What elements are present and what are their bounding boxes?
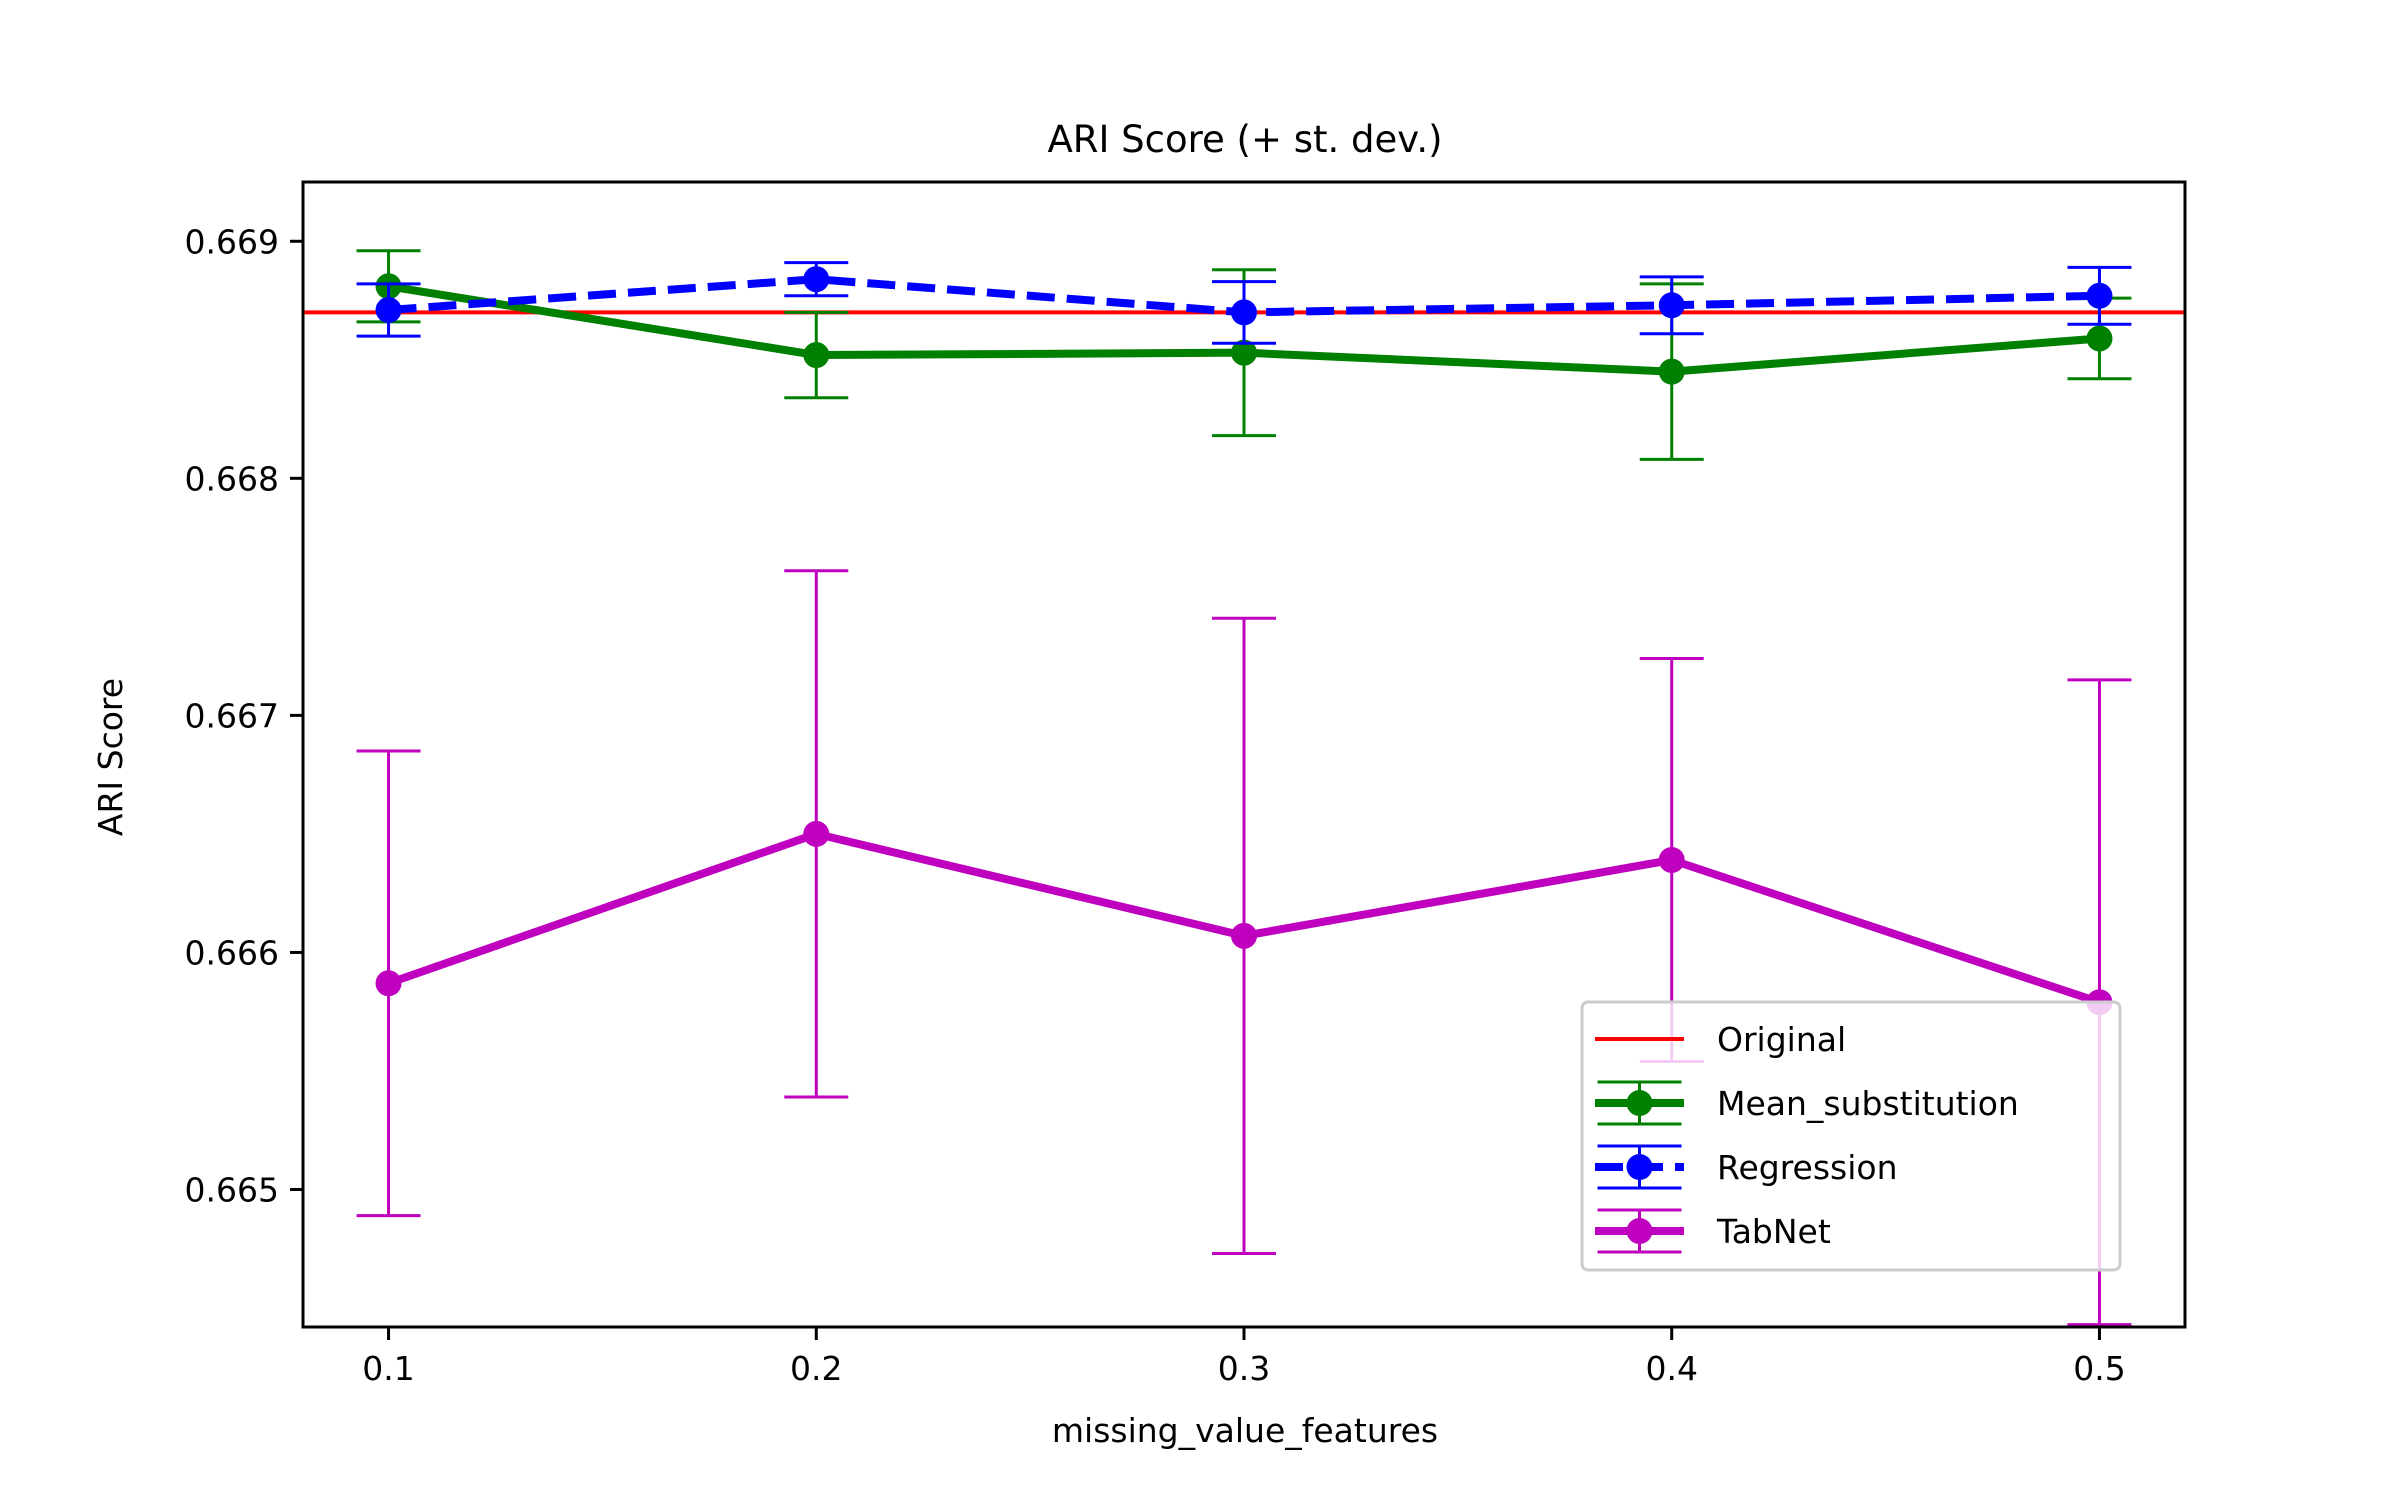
legend-marker-mean-substitution xyxy=(1626,1090,1653,1116)
regression-point xyxy=(2086,282,2113,309)
regression-series xyxy=(356,261,2132,345)
legend-box xyxy=(1580,1000,2122,1272)
tabnet-point xyxy=(1231,922,1257,949)
y-tick-label: 0.668 xyxy=(185,459,279,498)
tabnet-point xyxy=(375,970,402,997)
y-tick-label: 0.667 xyxy=(185,696,279,735)
mean-substitution-series xyxy=(356,249,2132,461)
legend-label-regression: Regression xyxy=(1717,1148,1898,1187)
legend-marker-tabnet xyxy=(1626,1218,1653,1244)
legend-label-tabnet: TabNet xyxy=(1716,1212,1831,1251)
x-axis-label: missing_value_features xyxy=(1052,1411,1438,1450)
mean-substitution-point xyxy=(1231,339,1257,366)
x-tick-label: 0.5 xyxy=(2073,1349,2125,1388)
mean-substitution-point xyxy=(2086,325,2113,352)
regression-point xyxy=(803,266,830,293)
regression-point xyxy=(375,297,402,324)
chart-title: ARI Score (+ st. dev.) xyxy=(1047,118,1442,161)
tabnet-point xyxy=(1658,846,1685,873)
y-tick-label: 0.669 xyxy=(185,222,279,261)
regression-point xyxy=(1231,299,1257,326)
y-tick-label: 0.665 xyxy=(185,1171,279,1210)
legend-marker-regression xyxy=(1626,1154,1653,1180)
legend-label-original: Original xyxy=(1717,1020,1846,1059)
legend-label-mean-substitution: Mean_substitution xyxy=(1717,1084,2019,1123)
x-tick-label: 0.1 xyxy=(362,1349,414,1388)
mean-substitution-point xyxy=(803,342,830,369)
x-tick-label: 0.2 xyxy=(790,1349,842,1388)
mean-substitution-point xyxy=(1658,358,1685,385)
x-tick-label: 0.4 xyxy=(1645,1349,1697,1388)
tabnet-point xyxy=(803,820,830,847)
regression-point xyxy=(1658,292,1685,319)
x-tick-label: 0.3 xyxy=(1218,1349,1270,1388)
legend: Original Mean_substitution Regression TabNe… xyxy=(1580,1000,2122,1272)
y-axis-label: ARI Score xyxy=(91,678,130,836)
y-tick-label: 0.666 xyxy=(185,933,279,972)
plot-area: 0.1 0.2 0.3 0.4 0.5 0.665 0.666 0.667 0.668 0.669… xyxy=(185,180,2187,1388)
